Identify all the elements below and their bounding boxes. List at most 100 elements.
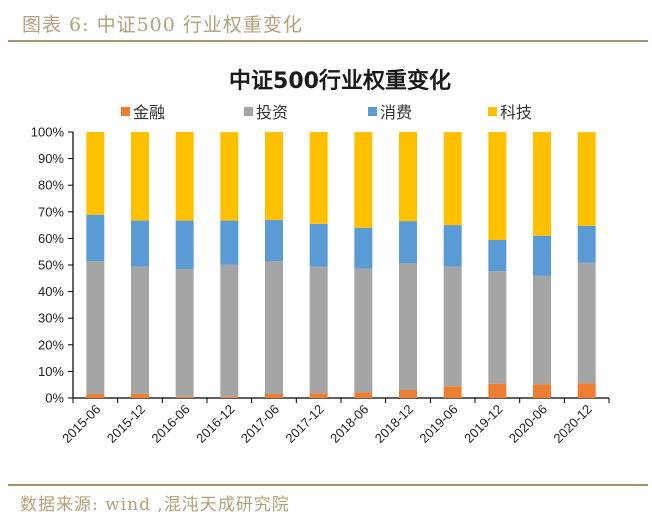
bar-segment xyxy=(443,225,462,267)
legend-item: 投资 xyxy=(244,103,288,122)
x-tick-label: 2016-06 xyxy=(148,402,192,446)
bar-stack xyxy=(86,132,105,398)
legend-swatch xyxy=(368,107,377,116)
bar-segment xyxy=(354,392,373,398)
bar-stack xyxy=(131,132,149,398)
bar-segment xyxy=(354,132,373,228)
bar-segment xyxy=(488,383,507,398)
y-tick-label: 90% xyxy=(38,151,64,166)
bar-segment xyxy=(175,268,194,397)
bar-segment xyxy=(399,263,417,391)
x-tick-label: 2020-06 xyxy=(506,402,550,446)
legend-swatch xyxy=(121,107,130,116)
bar-segment xyxy=(577,262,596,384)
bar-segment xyxy=(86,261,105,395)
y-tick-label: 50% xyxy=(38,258,64,273)
y-tick-label: 30% xyxy=(38,311,64,326)
bar-segment xyxy=(399,390,417,398)
y-tick-label: 70% xyxy=(38,204,64,219)
bar-stack xyxy=(488,132,507,398)
bar-stack xyxy=(175,132,194,398)
bar-segment xyxy=(309,393,328,398)
bar-segment xyxy=(399,132,417,222)
legend-item: 消费 xyxy=(368,103,412,122)
figure-caption: 图表 6: 中证500 行业权重变化 xyxy=(22,14,303,36)
y-tick-label: 100% xyxy=(31,125,65,140)
y-tick-label: 0% xyxy=(45,391,64,406)
bar-segment xyxy=(533,275,551,385)
bar-stack xyxy=(220,132,239,398)
legend: 金融 投资 消费 科技 xyxy=(121,103,532,122)
x-tick-label: 2016-12 xyxy=(193,402,237,446)
bottom-divider xyxy=(8,484,648,486)
bar-segment xyxy=(220,264,239,397)
legend-label: 投资 xyxy=(256,103,288,122)
bar-segment xyxy=(86,132,105,215)
bar-segment xyxy=(131,132,149,221)
legend-swatch xyxy=(244,107,253,116)
bar-segment xyxy=(309,132,328,224)
bar-segment xyxy=(577,383,596,398)
legend-item: 科技 xyxy=(488,103,532,122)
bar-segment xyxy=(175,396,194,398)
y-tick-label: 20% xyxy=(38,337,64,352)
bar-segment xyxy=(443,132,462,226)
bar-segment xyxy=(265,394,283,398)
y-tick-label: 80% xyxy=(38,178,64,193)
y-tick-label: 60% xyxy=(38,231,64,246)
y-tick-label: 40% xyxy=(38,284,64,299)
bar-segment xyxy=(443,266,462,387)
legend-label: 金融 xyxy=(133,103,165,122)
y-axis: 0% 10% 20% 30% 40% 50% 60% 70% 80% 90% 100% xyxy=(31,125,74,406)
bar-segment xyxy=(265,261,283,395)
bar-segment xyxy=(488,239,507,272)
bar-segment xyxy=(86,394,105,398)
x-tick-label: 2020-12 xyxy=(550,402,594,446)
x-tick-label: 2015-12 xyxy=(104,402,148,446)
bars xyxy=(86,132,596,398)
bar-segment xyxy=(533,384,551,398)
bar-stack xyxy=(533,132,551,398)
chart-title: 中证500行业权重变化 xyxy=(229,68,451,94)
bar-segment xyxy=(175,220,194,269)
bar-segment xyxy=(131,266,149,394)
bar-stack xyxy=(265,132,283,398)
bar-segment xyxy=(488,132,507,240)
data-source-note: 数据来源: wind ,混沌天成研究院 xyxy=(20,495,290,515)
x-tick-label: 2017-06 xyxy=(238,402,282,446)
x-tick-label: 2017-12 xyxy=(282,402,326,446)
bar-segment xyxy=(265,220,283,262)
bar-stack xyxy=(577,132,596,398)
bar-segment xyxy=(131,393,149,398)
bar-segment xyxy=(354,268,373,393)
bar-segment xyxy=(86,214,105,262)
bar-segment xyxy=(577,225,596,263)
x-tick-label: 2019-12 xyxy=(461,402,505,446)
bar-segment xyxy=(399,221,417,264)
x-tick-label: 2018-12 xyxy=(372,402,416,446)
bar-segment xyxy=(488,271,507,384)
bar-segment xyxy=(220,396,239,398)
bar-segment xyxy=(443,386,462,398)
bar-stack xyxy=(309,132,328,398)
legend-item: 金融 xyxy=(121,103,165,122)
bar-stack xyxy=(443,132,462,398)
x-tick-label: 2018-06 xyxy=(327,402,371,446)
bar-segment xyxy=(309,223,328,267)
bar-segment xyxy=(220,132,239,221)
legend-label: 消费 xyxy=(380,103,412,122)
bar-segment xyxy=(533,132,551,236)
bar-segment xyxy=(175,132,194,221)
bar-segment xyxy=(533,235,551,276)
bar-segment xyxy=(577,132,596,226)
bar-segment xyxy=(220,220,239,265)
x-tick-label: 2019-06 xyxy=(416,402,460,446)
x-axis: 2015-06 2015-12 2016-06 2016-12 2017-06 2017-… xyxy=(59,397,610,446)
legend-swatch xyxy=(488,107,497,116)
bar-segment xyxy=(309,266,328,394)
y-tick-label: 10% xyxy=(38,364,64,379)
bar-segment xyxy=(354,227,373,269)
top-divider xyxy=(8,40,648,42)
bar-segment xyxy=(131,220,149,267)
legend-label: 科技 xyxy=(500,103,532,122)
